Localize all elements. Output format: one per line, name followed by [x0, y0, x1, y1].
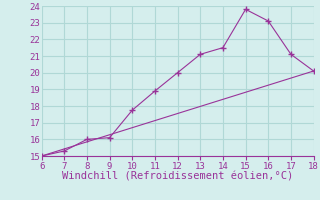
X-axis label: Windchill (Refroidissement éolien,°C): Windchill (Refroidissement éolien,°C)	[62, 172, 293, 182]
